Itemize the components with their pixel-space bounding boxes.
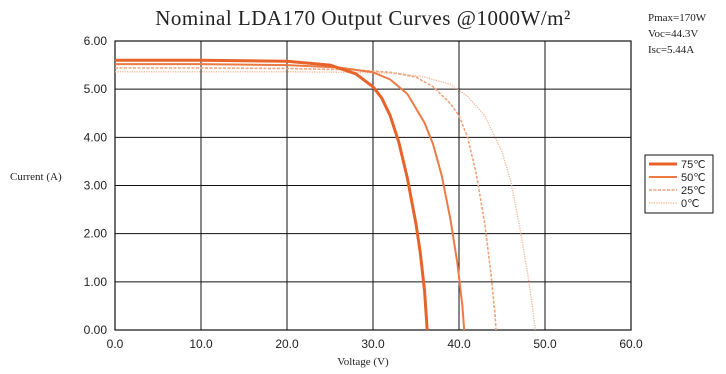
chart-title: Nominal LDA170 Output Curves @1000W/m² xyxy=(155,6,571,30)
spec-isc: Isc=5.44A xyxy=(648,44,695,56)
legend-entry: 50℃ xyxy=(681,172,706,184)
y-tick-label: 6.00 xyxy=(84,34,108,48)
y-tick-label: 4.00 xyxy=(84,130,108,144)
series-line-50c xyxy=(115,63,466,331)
spec-block: Pmax=170W Voc=44.3V Isc=5.44A xyxy=(648,10,706,58)
y-axis-label: Current (A) xyxy=(10,171,62,183)
x-tick-label: 50.0 xyxy=(533,337,557,351)
x-tick-label: 10.0 xyxy=(189,337,213,351)
y-tick-label: 3.00 xyxy=(84,179,108,193)
series-line-75c xyxy=(115,58,429,331)
x-axis-label: Voltage (V) xyxy=(337,356,389,368)
y-tick-label: 5.00 xyxy=(84,82,108,96)
series-line-0c xyxy=(115,71,537,331)
y-tick-label: 0.00 xyxy=(84,323,108,337)
x-tick-label: 20.0 xyxy=(275,337,299,351)
series-line-25c xyxy=(115,67,497,331)
x-tick-label: 60.0 xyxy=(619,337,643,351)
x-tick-label: 0.0 xyxy=(107,337,124,351)
legend-entry: 25℃ xyxy=(681,185,706,197)
x-tick-label: 30.0 xyxy=(361,337,385,351)
spec-voc: Voc=44.3V xyxy=(648,28,699,40)
y-tick-label: 2.00 xyxy=(84,227,108,241)
y-tick-label: 1.00 xyxy=(84,275,108,289)
legend-entry: 75℃ xyxy=(681,159,706,171)
x-tick-label: 40.0 xyxy=(447,337,471,351)
plot-frame xyxy=(114,40,632,331)
legend-entry: 0℃ xyxy=(681,198,699,210)
spec-pmax: Pmax=170W xyxy=(648,12,707,24)
